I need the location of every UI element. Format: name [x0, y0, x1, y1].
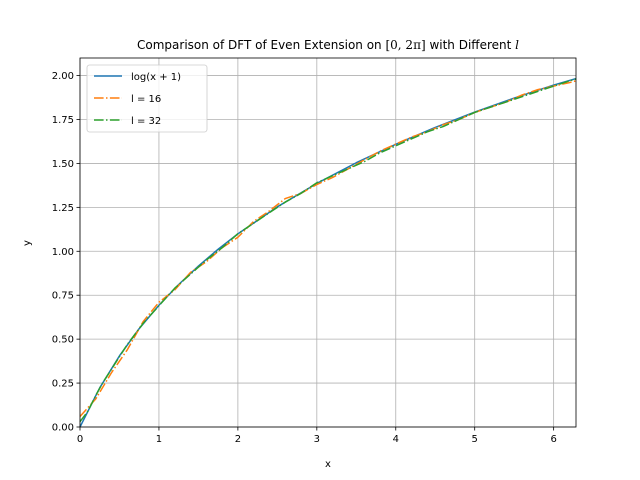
x-tick-label: 6: [550, 434, 556, 445]
chart-title: Comparison of DFT of Even Extension on […: [137, 38, 519, 52]
x-tick-label: 2: [235, 434, 241, 445]
legend: log(x + 1) l = 16 l = 32: [86, 64, 208, 133]
chart-title-prefix: Comparison of DFT of Even Extension on: [137, 38, 385, 52]
y-tick-label: 1.00: [52, 247, 74, 258]
y-axis-label: y: [22, 240, 33, 246]
legend-label-2: l = 32: [131, 116, 161, 127]
chart-title-middle: with Different: [426, 38, 516, 52]
series-line-1: [79, 80, 577, 417]
series-lines: [79, 77, 577, 428]
chart-title-interval: [0, 2π]: [385, 38, 425, 52]
legend-frame: [86, 64, 208, 133]
series-line-2: [79, 78, 577, 423]
legend-label-1: l = 16: [131, 94, 161, 105]
y-tick-label: 0.75: [52, 291, 74, 302]
y-tick-label: 1.50: [52, 159, 74, 170]
legend-label-0: log(x + 1): [131, 72, 181, 83]
chart-title-variable: l: [515, 38, 519, 52]
plot-frame: [79, 57, 577, 428]
x-axis-label: x: [325, 459, 331, 470]
y-tick-label: 0.00: [52, 423, 74, 434]
y-tick-label: 1.75: [52, 115, 74, 126]
y-tick-label: 1.25: [52, 203, 74, 214]
y-tick-label: 0.25: [52, 379, 74, 390]
y-tick-label: 2.00: [52, 71, 74, 82]
x-tick-label: 1: [156, 434, 162, 445]
x-tick-label: 5: [472, 434, 478, 445]
x-tick-label: 4: [393, 434, 399, 445]
x-tick-label: 3: [314, 434, 320, 445]
y-tick-label: 0.50: [52, 335, 74, 346]
axis-ticks: 0 1 2 3 4 5 6 0.00 0.25 0.50 0.75 1.00 1.25 1.50 1.75 2…: [52, 71, 557, 445]
x-tick-label: 0: [77, 434, 83, 445]
